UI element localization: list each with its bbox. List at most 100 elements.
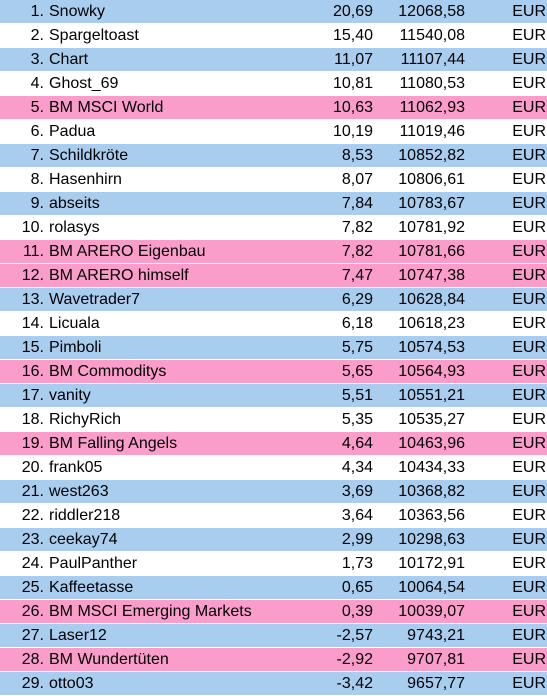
percent-cell: 7,82 <box>341 219 373 236</box>
percent-cell: 5,51 <box>341 387 373 404</box>
rank-cell: 21. <box>21 483 44 500</box>
percent-cell: 7,84 <box>341 195 373 212</box>
name-cell: ceekay74 <box>49 531 118 548</box>
name-cell: BM MSCI Emerging Markets <box>49 603 252 620</box>
table-row: 29. otto03 -3,42 9657,77 EUR <box>0 672 547 696</box>
currency-cell: EUR <box>512 363 546 380</box>
rank-cell: 12. <box>21 267 44 284</box>
rank-cell: 14. <box>21 315 44 332</box>
percent-cell: 8,07 <box>341 171 373 188</box>
value-cell: 10434,33 <box>398 459 465 476</box>
percent-cell: 10,19 <box>332 123 373 140</box>
rank-cell: 19. <box>21 435 44 452</box>
currency-cell: EUR <box>512 483 546 500</box>
table-row: 11. BM ARERO Eigenbau 7,82 10781,66 EUR <box>0 240 547 264</box>
percent-cell: 0,65 <box>341 579 373 596</box>
table-row: 14. Licuala 6,18 10618,23 EUR <box>0 312 547 336</box>
value-cell: 9707,81 <box>407 651 465 668</box>
name-cell: Spargeltoast <box>49 27 139 44</box>
table-row: 15. Pimboli 5,75 10574,53 EUR <box>0 336 547 360</box>
name-cell: Hasenhirn <box>49 171 122 188</box>
rank-cell: 27. <box>21 627 44 644</box>
value-cell: 11062,93 <box>399 99 465 116</box>
currency-cell: EUR <box>512 195 546 212</box>
name-cell: Schildkröte <box>49 147 129 164</box>
currency-cell: EUR <box>512 243 546 260</box>
name-cell: BM Commoditys <box>49 363 167 380</box>
table-row: 12. BM ARERO himself 7,47 10747,38 EUR <box>0 264 547 288</box>
value-cell: 10783,67 <box>398 195 465 212</box>
currency-cell: EUR <box>512 675 546 692</box>
percent-cell: 8,53 <box>341 147 373 164</box>
rank-cell: 28. <box>21 651 44 668</box>
table-row: 23. ceekay74 2,99 10298,63 EUR <box>0 528 547 552</box>
percent-cell: 0,39 <box>341 603 373 620</box>
currency-cell: EUR <box>512 339 546 356</box>
percent-cell: 2,99 <box>341 531 373 548</box>
value-cell: 10463,96 <box>398 435 465 452</box>
name-cell: BM Wundertüten <box>49 651 169 668</box>
currency-cell: EUR <box>512 51 546 68</box>
value-cell: 11080,53 <box>399 75 465 92</box>
value-cell: 9743,21 <box>407 627 465 644</box>
name-cell: Ghost_69 <box>49 75 119 92</box>
rank-cell: 3. <box>30 51 44 68</box>
rank-cell: 24. <box>21 555 44 572</box>
table-row: 7. Schildkröte 8,53 10852,82 EUR <box>0 144 547 168</box>
currency-cell: EUR <box>512 171 546 188</box>
percent-cell: 4,34 <box>341 459 373 476</box>
percent-cell: 5,65 <box>341 363 373 380</box>
table-row: 17. vanity 5,51 10551,21 EUR <box>0 384 547 408</box>
currency-cell: EUR <box>512 123 546 140</box>
name-cell: Snowky <box>49 3 106 20</box>
name-cell: RichyRich <box>49 411 122 428</box>
percent-cell: 7,47 <box>341 267 373 284</box>
value-cell: 9657,77 <box>407 675 465 692</box>
percent-cell: 5,75 <box>341 339 373 356</box>
rank-cell: 4. <box>30 75 44 92</box>
rank-cell: 15. <box>21 339 44 356</box>
name-cell: Chart <box>49 51 89 68</box>
value-cell: 10618,23 <box>398 315 465 332</box>
value-cell: 10064,54 <box>398 579 465 596</box>
currency-cell: EUR <box>512 219 546 236</box>
rank-cell: 2. <box>30 27 44 44</box>
table-row: 25. Kaffeetasse 0,65 10064,54 EUR <box>0 576 547 600</box>
currency-cell: EUR <box>512 435 546 452</box>
name-cell: Kaffeetasse <box>49 579 134 596</box>
rank-cell: 6. <box>30 123 44 140</box>
name-cell: riddler218 <box>49 507 121 524</box>
table-row: 18. RichyRich 5,35 10535,27 EUR <box>0 408 547 432</box>
currency-cell: EUR <box>512 75 546 92</box>
table-row: 8. Hasenhirn 8,07 10806,61 EUR <box>0 168 547 192</box>
rank-cell: 20. <box>21 459 44 476</box>
value-cell: 10551,21 <box>398 387 465 404</box>
currency-cell: EUR <box>512 579 546 596</box>
percent-cell: 10,63 <box>332 99 373 116</box>
table-row: 24. PaulPanther 1,73 10172,91 EUR <box>0 552 547 576</box>
percent-cell: 6,18 <box>341 315 373 332</box>
value-cell: 10039,07 <box>398 603 465 620</box>
rank-cell: 13. <box>21 291 44 308</box>
rank-cell: 26. <box>21 603 44 620</box>
table-row: 2. Spargeltoast 15,40 11540,08 EUR <box>0 24 547 48</box>
percent-cell: 7,82 <box>341 243 373 260</box>
percent-cell: -2,57 <box>336 627 373 644</box>
table-row: 19. BM Falling Angels 4,64 10463,96 EUR <box>0 432 547 456</box>
rank-cell: 5. <box>30 99 44 116</box>
name-cell: BM Falling Angels <box>49 435 178 452</box>
name-cell: Licuala <box>49 315 100 332</box>
name-cell: Laser12 <box>49 627 107 644</box>
percent-cell: 11,07 <box>334 51 373 68</box>
name-cell: otto03 <box>49 675 94 692</box>
currency-cell: EUR <box>512 27 546 44</box>
currency-cell: EUR <box>512 507 546 524</box>
table-row: 6. Padua 10,19 11019,46 EUR <box>0 120 547 144</box>
currency-cell: EUR <box>512 387 546 404</box>
percent-cell: 10,81 <box>332 75 373 92</box>
name-cell: vanity <box>49 387 91 404</box>
value-cell: 11540,08 <box>399 27 465 44</box>
table-row: 9. abseits 7,84 10783,67 EUR <box>0 192 547 216</box>
table-row: 4. Ghost_69 10,81 11080,53 EUR <box>0 72 547 96</box>
value-cell: 10298,63 <box>398 531 465 548</box>
